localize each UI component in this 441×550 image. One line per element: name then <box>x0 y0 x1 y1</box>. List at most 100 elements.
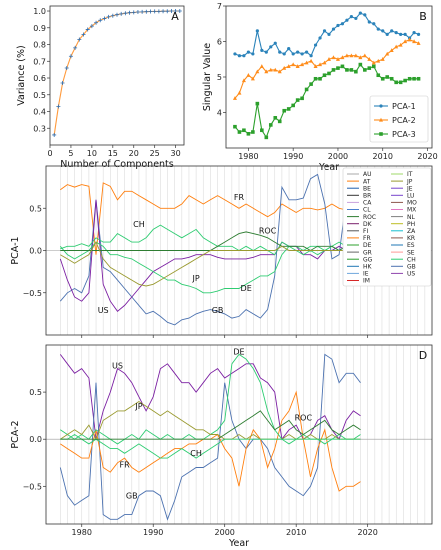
data-point <box>300 96 304 101</box>
data-point <box>102 16 107 21</box>
annotation-US: US <box>98 306 109 315</box>
data-point <box>282 65 287 70</box>
data-point <box>345 68 349 72</box>
y-axis-label: Variance (%) <box>16 45 27 106</box>
country-legend-label: KR <box>407 235 415 242</box>
annotation-DE: DE <box>233 347 244 356</box>
data-point <box>403 32 407 37</box>
data-point <box>390 29 394 33</box>
data-point <box>349 68 354 72</box>
series-line-JP <box>60 241 361 287</box>
data-point <box>403 78 407 83</box>
data-point <box>335 57 340 61</box>
annotation-JP: JP <box>192 274 200 283</box>
legend-marker <box>379 104 383 108</box>
data-point <box>416 76 421 81</box>
data-point <box>399 32 403 37</box>
data-point <box>60 81 65 86</box>
data-point <box>177 9 182 14</box>
data-point <box>241 78 246 83</box>
country-legend-label: ZA <box>407 228 416 235</box>
data-point <box>345 18 349 22</box>
data-point <box>385 75 390 79</box>
x-axis-label: Number of Components <box>60 159 174 170</box>
data-point <box>259 64 264 68</box>
data-point <box>242 54 246 58</box>
country-legend-label: JE <box>406 185 413 192</box>
data-point <box>123 11 128 16</box>
y-tick-label: 0.9 <box>33 24 46 33</box>
country-legend-label: GB <box>407 264 416 271</box>
country-legend-label: BR <box>363 193 371 200</box>
data-point <box>127 10 132 15</box>
y-tick-label: 1.0 <box>33 7 46 16</box>
data-point <box>394 31 398 35</box>
country-legend-label: GG <box>363 256 373 263</box>
annotation-US: US <box>112 362 123 371</box>
data-point <box>94 20 99 25</box>
country-legend: AU IT AT JP BE JE BR LU CA MO CL MX ROC NL DK PH FI ZA FR K… <box>342 167 432 287</box>
country-legend-label: IM <box>363 278 370 285</box>
data-point <box>354 16 358 21</box>
data-point <box>309 82 313 86</box>
data-point <box>363 68 367 72</box>
data-point <box>73 45 78 50</box>
country-legend-label: SE <box>407 249 415 256</box>
series-line-CH <box>60 433 361 459</box>
data-point <box>327 57 331 61</box>
data-point <box>367 66 372 70</box>
data-point <box>367 20 371 24</box>
data-point <box>242 128 246 133</box>
data-point <box>354 69 358 74</box>
y-tick-label: 0.8 <box>33 41 46 50</box>
data-point <box>362 53 367 58</box>
data-point <box>282 108 287 113</box>
y-axis-label: PCA-2 <box>10 420 21 448</box>
data-point <box>313 76 318 81</box>
data-point <box>322 60 327 65</box>
data-point <box>115 12 119 17</box>
data-point <box>304 87 309 92</box>
data-point <box>376 73 381 78</box>
y-tick-label: 0.5 <box>29 388 42 397</box>
y-tick-label: 0.5 <box>33 91 46 100</box>
series-line-ROC <box>60 410 361 440</box>
x-tick-label: 2010 <box>286 528 306 537</box>
data-point <box>161 9 166 14</box>
country-legend-label: AU <box>363 171 372 178</box>
data-point <box>277 69 282 74</box>
data-point <box>110 13 115 18</box>
country-legend-label: IE <box>363 271 369 278</box>
annotation-FR: FR <box>234 193 245 202</box>
panel-C: −0.50.00.5PCA-1CFRCHROCJPDEUSGBAUITATJPB… <box>10 165 433 338</box>
data-point <box>353 53 358 58</box>
data-point <box>291 103 295 108</box>
series-line-GB <box>59 173 361 326</box>
data-point <box>173 9 178 14</box>
data-point <box>363 13 367 17</box>
y-axis-label: Singular Value <box>202 43 213 111</box>
data-point <box>300 62 305 67</box>
data-point <box>233 124 237 129</box>
data-point <box>264 69 269 74</box>
legend-box <box>369 95 429 143</box>
y-tick-label: 0.4 <box>33 108 46 117</box>
data-point <box>64 65 69 70</box>
data-point <box>331 55 336 60</box>
data-point <box>277 119 282 124</box>
data-point <box>237 130 242 134</box>
data-point <box>52 132 57 137</box>
data-point <box>313 43 318 47</box>
data-point <box>358 11 362 15</box>
data-point <box>412 31 416 35</box>
data-point <box>278 50 282 54</box>
data-point <box>322 73 327 78</box>
data-point <box>273 67 278 72</box>
x-tick-label: 20 <box>129 149 139 158</box>
annotation-GB: GB <box>212 306 224 315</box>
annotation-JP: JP <box>134 402 142 411</box>
plot-area <box>232 11 421 140</box>
data-point <box>309 58 314 63</box>
data-point <box>251 130 255 134</box>
data-point <box>233 52 237 56</box>
